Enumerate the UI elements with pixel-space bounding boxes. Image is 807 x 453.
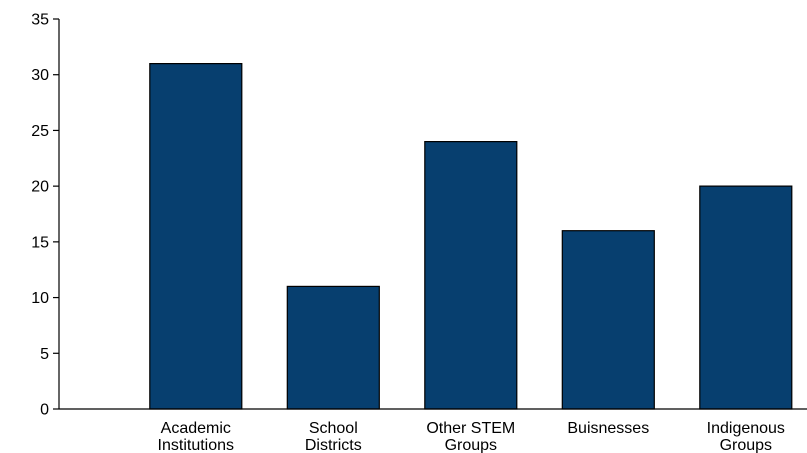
x-category-label-line: Other STEM xyxy=(426,420,515,437)
x-category-label-line: Districts xyxy=(305,437,362,453)
y-tick-label: 20 xyxy=(31,179,49,196)
x-category-label-line: Academic xyxy=(161,420,231,437)
x-category-label-line: School xyxy=(309,420,358,437)
x-category-label-line: Institutions xyxy=(158,437,234,453)
x-category-label-line: Groups xyxy=(720,437,772,453)
x-category-label: Academic Institutions xyxy=(158,420,234,453)
y-tick-label: 25 xyxy=(31,123,49,140)
x-axis: Academic Institutions School Districts Other… xyxy=(59,408,807,453)
y-tick-label: 30 xyxy=(31,67,49,84)
bar-2 xyxy=(424,141,518,410)
bars-group xyxy=(149,62,793,410)
y-tick-label: 5 xyxy=(40,346,49,363)
y-axis: 0 5 10 15 20 25 30 35 xyxy=(31,12,60,419)
y-tick-label: 15 xyxy=(31,234,49,251)
bar-1 xyxy=(286,285,380,410)
x-category-label-line: Groups xyxy=(445,437,497,453)
y-tick-label: 35 xyxy=(31,12,49,29)
x-category-label: School Districts xyxy=(305,420,362,453)
x-category-label-line: Indigenous xyxy=(707,420,785,437)
bar-0 xyxy=(149,62,243,410)
bar-3 xyxy=(561,230,655,410)
y-tick-label: 10 xyxy=(31,290,49,307)
x-category-label: Buisnesses xyxy=(567,420,649,437)
bar-4 xyxy=(699,185,793,410)
y-tick-label: 0 xyxy=(40,402,49,419)
x-category-label-line: Buisnesses xyxy=(567,420,649,437)
x-category-label: Indigenous Groups xyxy=(707,420,785,453)
x-category-label: Other STEM Groups xyxy=(426,420,515,453)
